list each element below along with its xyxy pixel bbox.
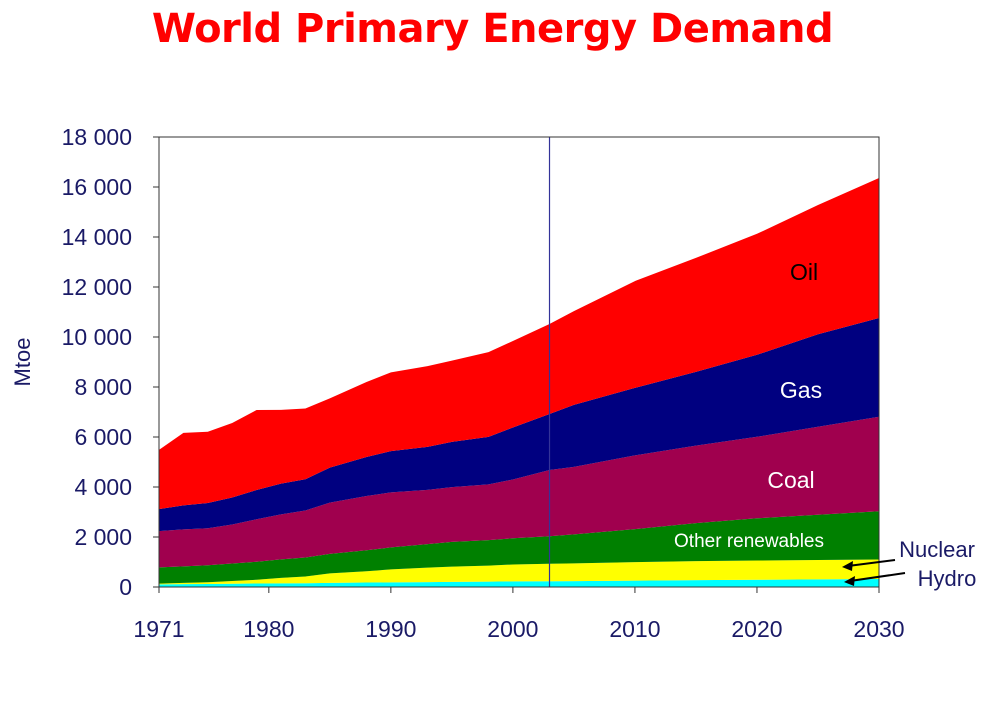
area-other-renewables — [159, 511, 879, 584]
x-tick-label: 2030 — [853, 616, 904, 642]
y-tick-label: 2 000 — [74, 524, 132, 550]
x-tick-label: 1980 — [243, 616, 294, 642]
gas-label: Gas — [780, 377, 822, 403]
area-nuclear — [159, 559, 879, 585]
hydro-arrow — [844, 572, 906, 586]
chart-title: World Primary Energy Demand — [151, 6, 834, 52]
x-tick-label: 1990 — [365, 616, 416, 642]
area-oil — [159, 178, 879, 510]
area-gas — [159, 318, 879, 532]
area-hydro — [159, 579, 879, 587]
x-tick-label: 1971 — [133, 616, 184, 642]
y-tick-label: 14 000 — [62, 224, 132, 250]
y-axis-label: Mtoe — [10, 338, 35, 387]
axes: 0 2 000 4 000 6 000 8 000 10 000 12 000 14 000 1… — [62, 124, 905, 642]
y-tick-label: 6 000 — [74, 424, 132, 450]
oil-label: Oil — [790, 259, 818, 285]
y-tick-label: 4 000 — [74, 474, 132, 500]
coal-label: Coal — [767, 467, 814, 493]
nuclear-arrow — [842, 559, 896, 571]
y-tick-label: 16 000 — [62, 174, 132, 200]
hydro-label: Hydro — [918, 566, 977, 591]
area-layers — [159, 178, 879, 587]
y-tick-label: 12 000 — [62, 274, 132, 300]
y-tick-label: 8 000 — [74, 374, 132, 400]
x-tick-label: 2010 — [609, 616, 660, 642]
x-tick-label: 2000 — [487, 616, 538, 642]
area-coal — [159, 416, 879, 568]
plot-frame — [158, 136, 880, 588]
y-tick-label: 18 000 — [62, 124, 132, 150]
x-tick-label: 2020 — [731, 616, 782, 642]
y-tick-label: 10 000 — [62, 324, 132, 350]
y-tick-label: 0 — [119, 574, 132, 600]
other-renewables-label: Other renewables — [674, 531, 824, 552]
nuclear-label: Nuclear — [899, 537, 975, 562]
